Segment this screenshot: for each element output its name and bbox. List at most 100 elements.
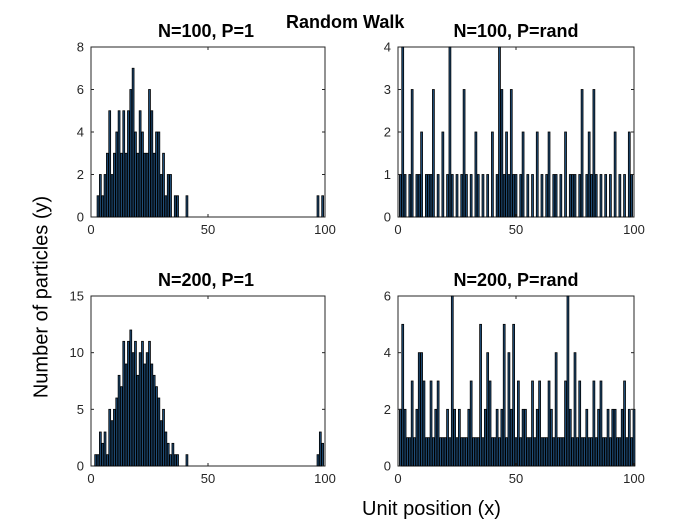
panel-2-bar xyxy=(420,131,423,218)
panel-3-bar xyxy=(166,442,170,467)
panel-4-bar xyxy=(594,437,598,467)
panel-2-bar xyxy=(547,131,551,218)
panel-1-bar xyxy=(141,131,144,218)
panel-4-bar xyxy=(524,408,527,467)
panel-1-bar xyxy=(148,89,151,218)
panel-1-bar xyxy=(134,131,137,218)
panel-4-bar xyxy=(599,380,603,467)
panel-4-bar xyxy=(540,437,544,467)
panel-4-bar xyxy=(422,380,426,467)
panel-4-bar xyxy=(583,437,586,467)
panel-4-bar xyxy=(486,352,490,467)
panel-3-x-tick-label: 50 xyxy=(201,471,215,486)
panel-4-bar xyxy=(578,380,582,467)
panel-3-y-tick-label: 0 xyxy=(77,459,84,474)
panel-2-bar xyxy=(594,174,598,218)
panel-4-x-tick-label: 0 xyxy=(394,471,401,486)
panel-3-x-tick-label: 100 xyxy=(314,471,336,486)
panel-2-bar xyxy=(500,89,504,218)
panel-4-bar xyxy=(455,437,459,467)
panel-2-bar xyxy=(408,174,412,218)
panel-4-bar xyxy=(415,408,419,467)
panel-1-bar xyxy=(166,174,170,218)
panel-2-bar xyxy=(564,131,567,218)
panel-1-bar xyxy=(96,195,100,218)
panel-3-bar xyxy=(185,454,189,467)
panel-4-bar xyxy=(517,380,520,467)
panel-3-bar xyxy=(157,397,161,467)
panel-4-bar xyxy=(432,437,435,467)
panel-1-bar xyxy=(108,110,112,218)
panel-1-bar xyxy=(117,110,121,218)
panel-3-bar xyxy=(108,408,112,467)
panel-4-bar xyxy=(611,408,615,467)
panel-1-y-tick-label: 2 xyxy=(77,167,84,182)
panel-1-bar xyxy=(159,174,163,218)
panel-1-bar xyxy=(169,174,172,218)
panel-2-bar xyxy=(507,174,511,218)
panel-3-bar xyxy=(316,454,320,467)
panel-4-bar xyxy=(479,323,482,467)
panel-4-bar xyxy=(559,437,563,467)
panel-2-bar xyxy=(599,174,603,218)
panel-4-bar xyxy=(533,437,537,467)
panel-3-bar xyxy=(143,363,147,467)
panel-1-bar xyxy=(162,152,165,218)
panel-1-bar xyxy=(99,174,102,218)
panel-3-bar xyxy=(131,352,135,467)
panel-4-bar xyxy=(495,408,499,467)
panel-3-bar xyxy=(152,374,156,467)
panel-2-bar xyxy=(552,174,556,218)
y-axis-label: Number of particles (y) xyxy=(30,195,53,399)
panel-1-bar xyxy=(129,89,133,218)
panel-4-bar xyxy=(620,408,624,467)
panel-4-bar xyxy=(566,295,570,467)
panel-3-y-tick-label: 15 xyxy=(70,289,84,304)
panel-1-bar xyxy=(185,195,189,218)
panel-2-bar xyxy=(491,131,494,218)
panel-4-bar xyxy=(436,380,440,467)
panel-4-bar xyxy=(568,408,572,467)
panel-4-bar xyxy=(434,408,438,467)
panel-2-bar xyxy=(519,174,523,218)
panel-4-bar xyxy=(408,437,412,467)
figure-suptitle: Random Walk xyxy=(286,12,405,32)
panel-2-bar xyxy=(627,131,631,218)
panel-4-bar xyxy=(448,437,452,467)
panel-3: 0 50 100 0 5 10 15 xyxy=(70,289,336,487)
panel-4-bar xyxy=(601,437,605,467)
panel-2-bar xyxy=(590,174,593,218)
panel-2-bar xyxy=(436,174,440,218)
panel-2-y-tick-label: 3 xyxy=(384,82,391,97)
panel-1-y-tick-label: 8 xyxy=(77,40,84,55)
panel-4-bar xyxy=(488,380,492,467)
panel-3-bar xyxy=(321,442,324,467)
panel-3-bar xyxy=(94,454,98,467)
panel-1-y-tick-label: 4 xyxy=(77,125,84,140)
panel-4-bar xyxy=(561,437,565,467)
panel-4-bar xyxy=(616,437,619,467)
panel-2-bar xyxy=(512,174,515,218)
panel-2-bar xyxy=(623,174,626,218)
panel-4-y-tick-label: 6 xyxy=(384,289,391,304)
panel-2-bar xyxy=(545,174,549,218)
panel-4-bar xyxy=(528,437,532,467)
panel-3-bar xyxy=(148,340,151,467)
panel-4-bar xyxy=(410,380,414,467)
panel-4-bar xyxy=(564,380,567,467)
panel-4: 0 50 100 0 2 4 6 xyxy=(384,289,645,487)
panel-1-bar xyxy=(316,195,320,218)
panel-4-bar xyxy=(429,380,433,467)
panel-3-bar xyxy=(115,397,119,467)
panel-3-bar xyxy=(159,420,163,467)
panel-4-bar xyxy=(467,408,471,467)
panel-4-bar xyxy=(552,437,556,467)
panel-2-bar xyxy=(476,174,480,218)
panel-1-title: N=100, P=1 xyxy=(157,21,255,41)
panel-2-bar xyxy=(559,174,563,218)
panel-2-bar xyxy=(578,174,582,218)
panel-4-bar xyxy=(420,352,423,467)
panel-3-bar xyxy=(173,454,177,467)
panel-1-bar xyxy=(145,152,149,218)
